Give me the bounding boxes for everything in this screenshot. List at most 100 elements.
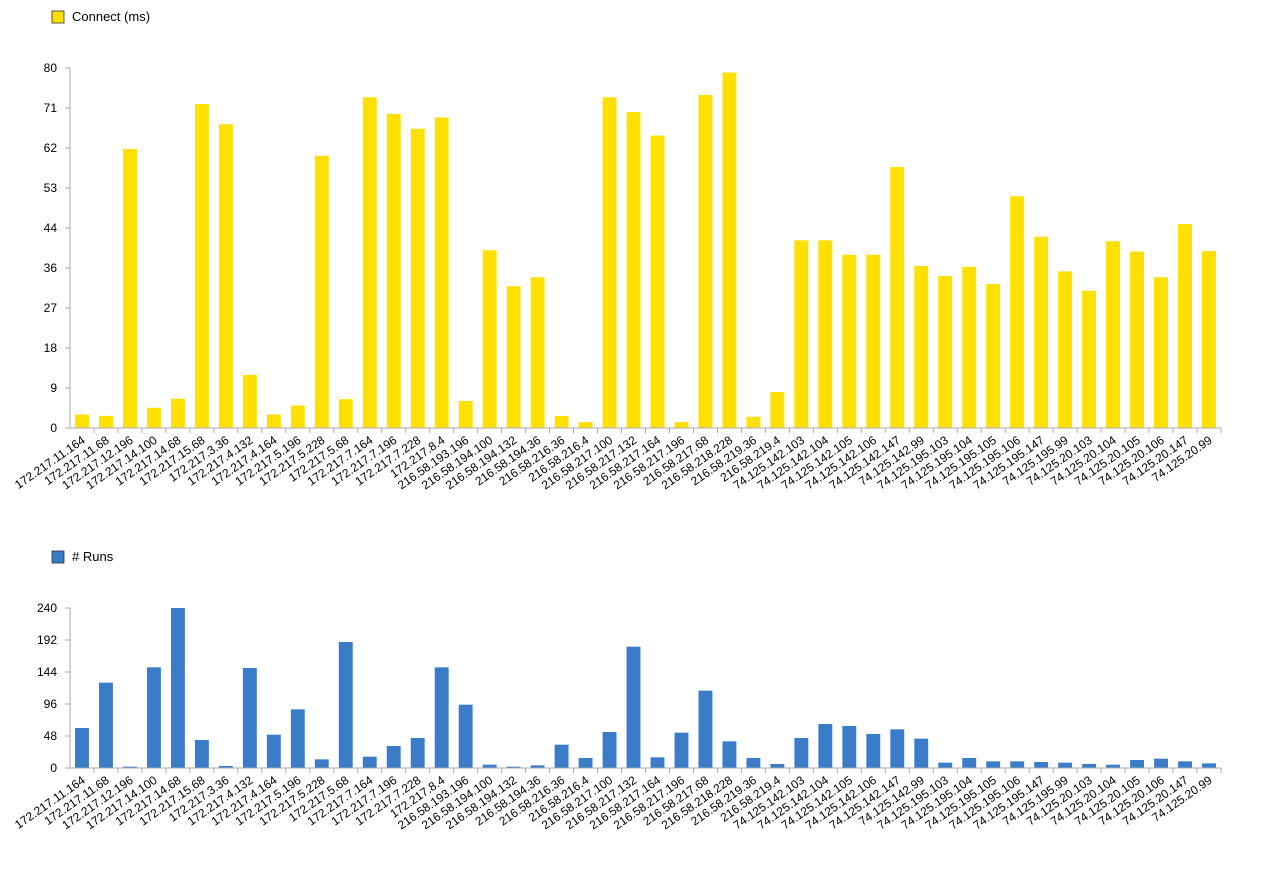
connect-chart: Connect (ms) 0 9 18 27 36 44 53 62 71 80 172.217.…	[12, 9, 1222, 492]
bar	[386, 113, 401, 429]
y-tick-label: 0	[50, 761, 57, 775]
y-tick-label: 27	[44, 301, 58, 315]
bar	[1202, 763, 1216, 768]
bar	[1082, 764, 1097, 768]
bar	[290, 709, 305, 768]
bar	[554, 744, 569, 768]
legend-label-connect: Connect (ms)	[72, 9, 150, 24]
bar	[746, 416, 761, 428]
bar	[266, 414, 281, 428]
bar	[1082, 290, 1097, 428]
bar	[1154, 277, 1169, 428]
bar	[1106, 764, 1121, 768]
bar	[1202, 251, 1216, 428]
y-tick-label: 62	[44, 141, 58, 155]
bar	[938, 275, 953, 428]
y-tick-label: 9	[50, 381, 57, 395]
legend-swatch-runs	[51, 550, 65, 564]
runs-chart: # Runs 0 48 96 144 192 240 172.217.11.164172.…	[12, 549, 1222, 832]
bar	[434, 667, 449, 768]
bar	[986, 761, 1001, 768]
bar	[1010, 761, 1025, 768]
bar	[1130, 251, 1145, 428]
x-axis-connect: 172.217.11.164172.217.11.68172.217.12.19…	[12, 427, 1222, 492]
bar	[218, 766, 233, 768]
y-tick-label: 44	[44, 221, 58, 235]
y-tick-label: 71	[44, 101, 58, 115]
bar	[434, 117, 449, 428]
bar	[914, 738, 929, 768]
bar	[770, 764, 785, 768]
legend-label-runs: # Runs	[72, 549, 114, 564]
y-tick-label: 144	[37, 665, 57, 679]
bar	[626, 646, 641, 768]
bar	[242, 374, 257, 428]
bar	[506, 286, 521, 428]
bar	[1130, 760, 1145, 768]
bar	[338, 399, 353, 428]
bar	[866, 254, 881, 428]
bar	[266, 734, 281, 768]
y-tick-label: 192	[37, 633, 57, 647]
bar	[362, 97, 377, 428]
bar	[962, 758, 977, 768]
bar	[146, 667, 161, 768]
bar	[122, 766, 137, 768]
bar	[698, 690, 713, 768]
bar	[986, 284, 1001, 428]
bar	[626, 112, 641, 428]
bar	[962, 266, 977, 428]
bar	[482, 764, 497, 768]
bar	[122, 149, 137, 428]
y-tick-label: 240	[37, 601, 57, 615]
bar	[362, 756, 377, 768]
bar	[530, 765, 545, 768]
bar	[602, 732, 617, 768]
y-axis-runs: 0 48 96 144 192 240	[37, 601, 71, 775]
bar	[890, 167, 905, 428]
bar	[794, 240, 809, 428]
y-tick-label: 96	[44, 697, 58, 711]
bar	[194, 740, 209, 768]
bar	[890, 729, 905, 768]
bar	[458, 704, 473, 768]
bar	[1034, 236, 1049, 428]
bar	[1178, 224, 1192, 428]
y-tick-label: 48	[44, 729, 58, 743]
legend-swatch-connect	[51, 10, 65, 24]
bar	[314, 759, 329, 768]
bar	[1154, 758, 1169, 768]
bar	[938, 762, 953, 768]
bar	[554, 415, 569, 428]
bar	[794, 738, 809, 768]
bar	[506, 766, 521, 768]
bar	[578, 422, 593, 428]
y-tick-label: 0	[50, 421, 57, 435]
bar	[170, 608, 185, 768]
bar	[1106, 241, 1121, 428]
bar	[842, 254, 857, 428]
bar	[650, 757, 665, 768]
bar	[722, 741, 737, 768]
bar	[602, 97, 617, 428]
y-tick-label: 80	[44, 61, 58, 75]
bar	[410, 128, 425, 428]
bar	[242, 668, 257, 768]
bar	[770, 392, 785, 428]
y-axis-connect: 0 9 18 27 36 44 53 62 71 80	[44, 61, 71, 435]
bar	[75, 414, 89, 428]
bar	[99, 682, 113, 768]
bar	[386, 746, 401, 768]
bar	[290, 405, 305, 428]
bar	[170, 398, 185, 428]
bar	[194, 104, 209, 428]
bar	[338, 642, 353, 768]
bar	[914, 266, 929, 428]
bar	[818, 724, 833, 768]
bar	[458, 401, 473, 428]
bars-runs	[75, 608, 1216, 768]
bar	[674, 732, 689, 768]
bars-connect	[75, 72, 1216, 429]
bar	[1058, 762, 1073, 768]
